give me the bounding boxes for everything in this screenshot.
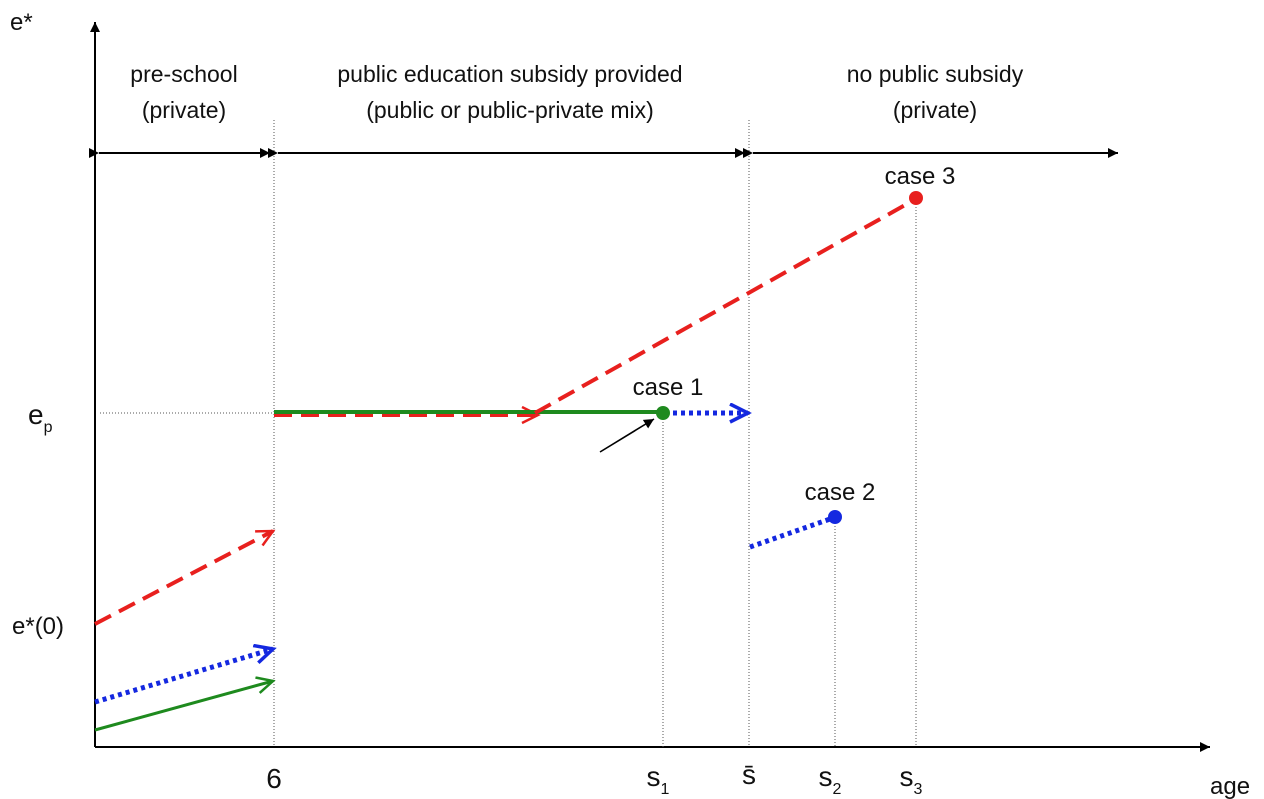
region-private-line2: (private) <box>893 97 977 123</box>
y-axis-label: e* <box>10 9 33 36</box>
case-points <box>656 191 923 524</box>
case1-label: case 1 <box>633 374 704 401</box>
tick-age-6: 6 <box>266 763 282 794</box>
region-private-line1: no public subsidy <box>847 61 1024 87</box>
axes: e* age <box>10 9 1250 799</box>
tick-sbar: s̄ <box>742 759 756 790</box>
public-period-paths <box>274 198 915 415</box>
region-public-line2: (public or public-private mix) <box>366 97 654 123</box>
ep-label: ep <box>28 399 53 436</box>
red-preschool-path <box>94 529 273 626</box>
preschool-paths <box>94 529 273 732</box>
region-preschool-line1: pre-school <box>130 61 237 87</box>
case2-label: case 2 <box>805 479 876 506</box>
case1-pointer-arrow <box>599 418 655 453</box>
case3-label: case 3 <box>885 163 956 190</box>
x-axis-label: age <box>1210 773 1250 799</box>
red-rising-path <box>534 198 915 415</box>
case2-point <box>828 510 842 524</box>
blue-private-path <box>749 515 834 550</box>
tick-s2: s2 <box>819 761 842 798</box>
case3-point <box>909 191 923 205</box>
guide-lines <box>100 120 917 747</box>
e0-label: e*(0) <box>12 613 64 640</box>
x-tick-labels: 6 s1 s̄ s2 s3 <box>266 759 922 798</box>
tick-s3: s3 <box>900 761 923 798</box>
tick-s1: s1 <box>647 761 670 798</box>
region-public-line1: public education subsidy provided <box>337 61 682 87</box>
blue-preschool-path <box>94 649 273 705</box>
region-preschool-line2: (private) <box>142 97 226 123</box>
case-labels: case 1 case 2 case 3 <box>633 163 956 506</box>
green-preschool-path <box>94 681 273 732</box>
case1-point <box>656 406 670 420</box>
y-level-labels: ep e*(0) <box>12 399 64 640</box>
region-headers: pre-school (private) public education su… <box>130 61 1023 123</box>
